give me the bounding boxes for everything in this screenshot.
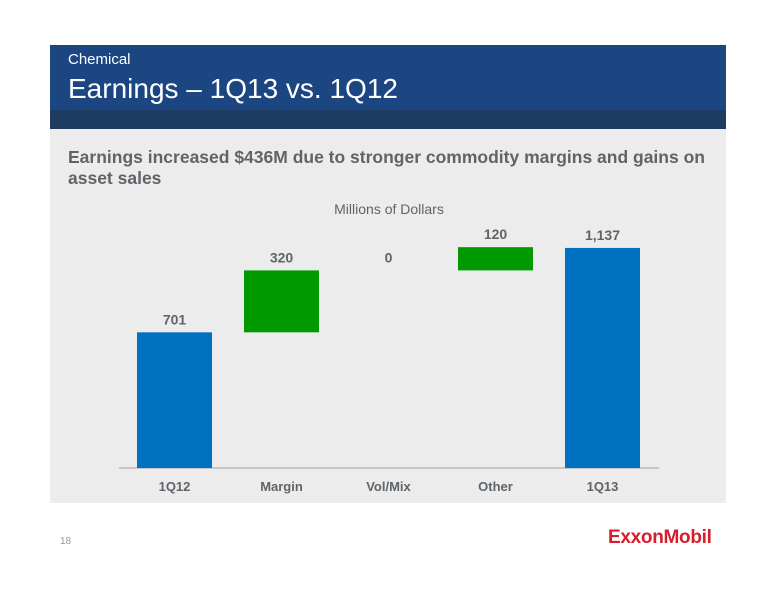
category-label-margin: Margin	[260, 479, 303, 494]
category-label-1q12: 1Q12	[159, 479, 191, 494]
bar-1q12	[137, 332, 212, 468]
bar-margin	[244, 270, 319, 333]
slide-title: Earnings – 1Q13 vs. 1Q12	[68, 73, 398, 104]
slide-header: Chemical Earnings – 1Q13 vs. 1Q12	[50, 45, 726, 110]
category-label-other: Other	[478, 479, 513, 494]
slide-subtitle: Earnings increased $436M due to stronger…	[68, 147, 705, 188]
category-label-vol-mix: Vol/Mix	[366, 479, 411, 494]
chart-title: Millions of Dollars	[334, 201, 444, 217]
page-number: 18	[60, 536, 72, 547]
chart-category-labels: 1Q12 Margin Vol/Mix Other 1Q13	[159, 479, 619, 494]
section-label: Chemical	[68, 51, 131, 68]
value-label-vol-mix: 0	[385, 249, 393, 265]
bar-other	[458, 247, 533, 271]
chart-bars	[137, 247, 640, 468]
value-label-1q13: 1,137	[585, 227, 620, 243]
waterfall-chart: Millions of Dollars 701 320 0 120 1,137 1Q12…	[119, 201, 659, 494]
category-label-1q13: 1Q13	[587, 479, 619, 494]
value-label-margin: 320	[270, 249, 294, 265]
bar-1q13	[565, 247, 640, 468]
value-label-1q12: 701	[163, 311, 187, 327]
content-panel: Earnings increased $436M due to stronger…	[50, 129, 726, 503]
header-band	[50, 110, 726, 129]
exxonmobil-logo: ExxonMobil	[608, 527, 712, 548]
value-label-other: 120	[484, 226, 508, 242]
chart-value-labels: 701 320 0 120 1,137	[163, 226, 620, 327]
